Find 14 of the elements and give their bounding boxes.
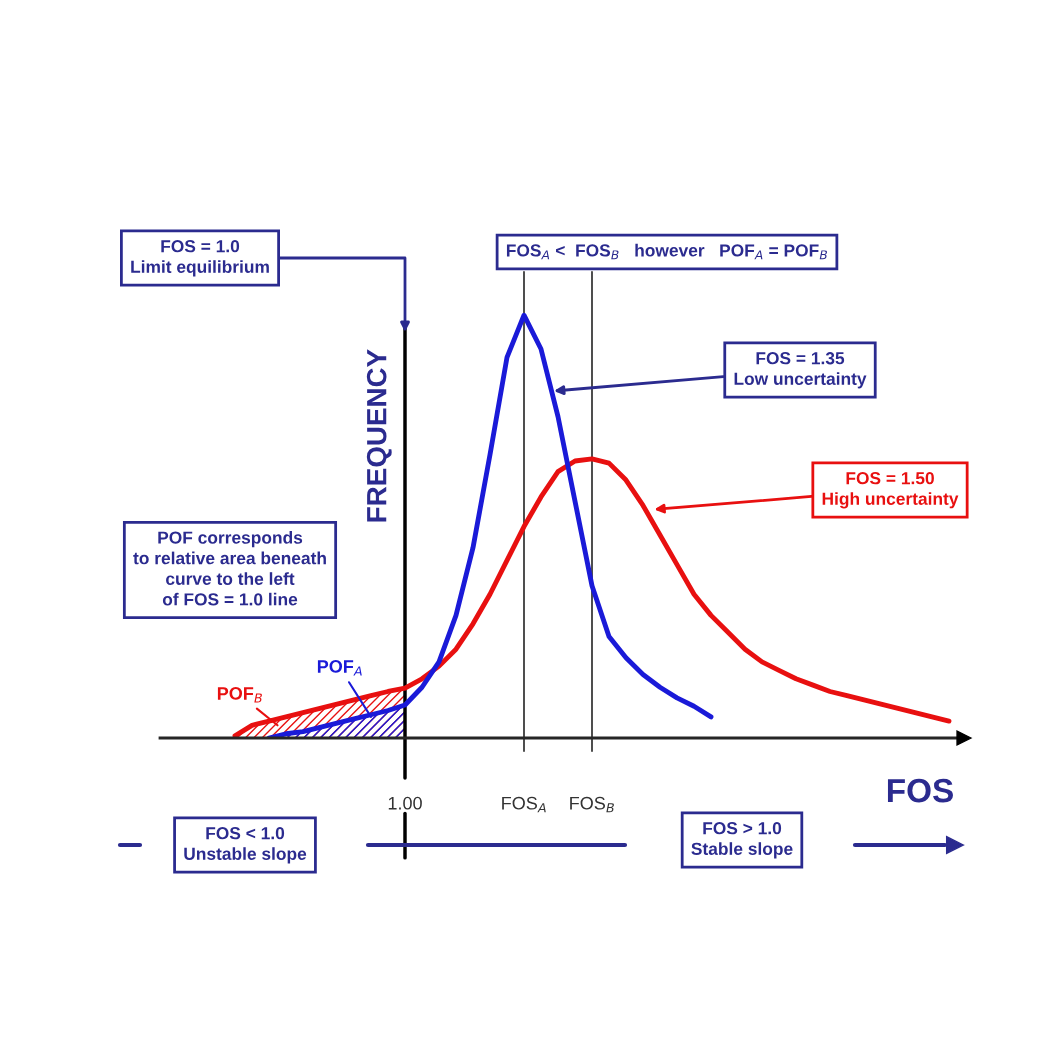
- annotation: POF$_{B}$: [217, 687, 262, 703]
- x-tick-label: FOS$_{A}$: [502, 796, 546, 813]
- annotation: FOS = 1.35 Low uncertainty: [734, 352, 867, 389]
- text: FOS < 1.0 Unstable slope: [184, 827, 307, 864]
- x-axis-title: FOS: [887, 778, 953, 803]
- text: FOS > 1.0 Stable slope: [691, 822, 793, 859]
- annotation: FOS = 1.50 High uncertainty: [822, 472, 959, 509]
- x-tick-label: FOS$_{B}$: [570, 796, 614, 813]
- annotation: POF corresponds to relative area beneath curve to the left of FOS = 1.0 line: [133, 531, 326, 606]
- annotation: POF$_{A}$: [317, 660, 362, 676]
- x-tick-label: 1.00: [388, 796, 422, 810]
- y-axis-title: FREQUENCY: [366, 349, 392, 522]
- text: FOS = 1.0 Limit equilibrium: [131, 240, 269, 277]
- text: FOS$_{A}$ < FOS$_{B}$ however POF$_{A}$ = POF$_{B}$: [506, 243, 827, 260]
